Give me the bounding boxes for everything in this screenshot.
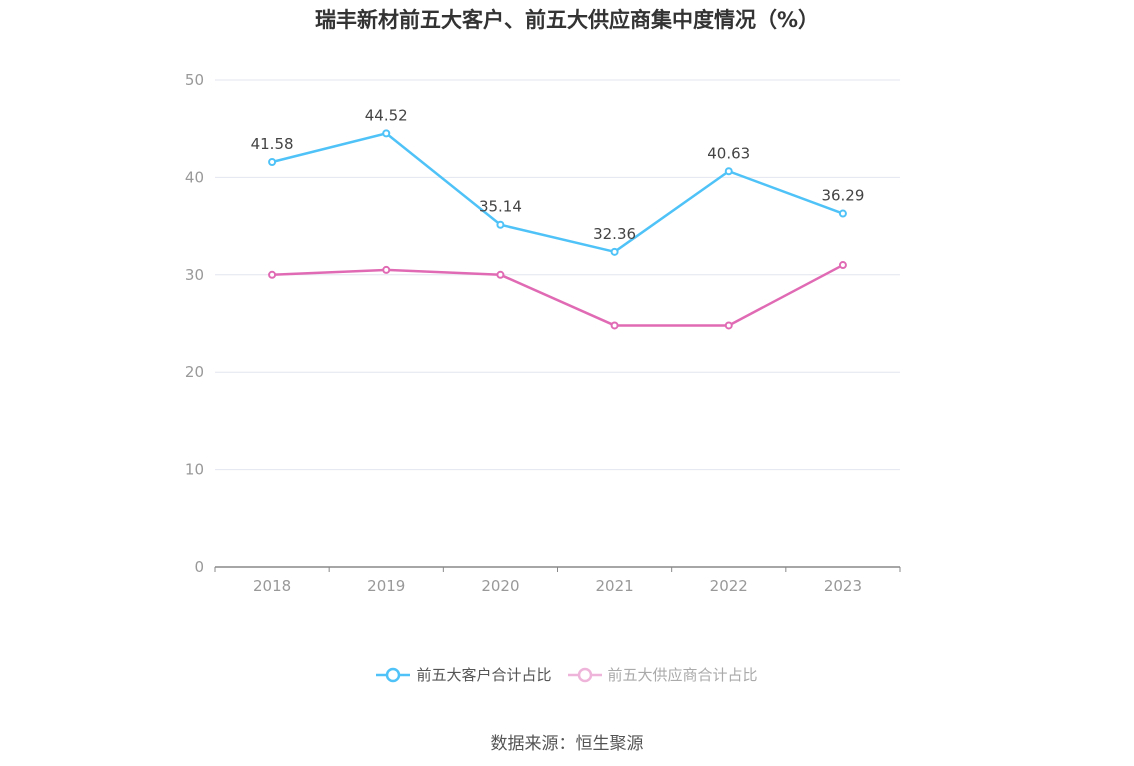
legend-item-1[interactable]: 前五大供应商合计占比: [567, 664, 758, 685]
data-point: [268, 270, 277, 279]
y-tick-label: 30: [185, 266, 204, 284]
legend-marker-icon: [376, 667, 411, 682]
y-tick-label: 0: [194, 558, 204, 576]
line-chart: 0 10 20 30 40 50 2018 2019 2020 2021 2022 2023 41.58…: [185, 71, 901, 595]
chart-title: 瑞丰新材前五大客户、前五大供应商集中度情况（%）: [314, 8, 820, 32]
data-point: [838, 261, 847, 270]
data-point: [382, 129, 391, 138]
series-line-0: [271, 132, 844, 254]
data-point: [724, 321, 733, 330]
legend-item-0[interactable]: 前五大客户合计占比: [376, 664, 552, 685]
x-tick-label: 2023: [824, 577, 862, 595]
data-point: [610, 321, 619, 330]
series-line-1: [272, 263, 844, 327]
y-tick-label: 10: [185, 461, 204, 479]
data-point: [496, 270, 505, 279]
x-tick-label: 2019: [367, 577, 405, 595]
data-point: [268, 158, 277, 167]
x-tick-label: 2020: [481, 577, 519, 595]
data-point: [610, 247, 619, 256]
y-tick-label: 50: [185, 71, 204, 89]
y-tick-label: 40: [185, 168, 204, 186]
data-point: [382, 265, 391, 274]
legend-label: 前五大供应商合计占比: [607, 666, 758, 684]
data-point: [838, 209, 847, 218]
legend-marker-icon: [567, 667, 602, 682]
legend: 前五大客户合计占比 前五大供应商合计占比: [0, 664, 1134, 685]
x-tick-label: 2022: [710, 577, 748, 595]
y-tick-label: 20: [185, 363, 204, 381]
data-label: 40.63: [707, 144, 750, 162]
data-label: 41.58: [251, 135, 294, 153]
data-label: 36.29: [821, 187, 864, 205]
data-label: 32.36: [593, 225, 636, 243]
data-point: [496, 220, 505, 229]
data-point: [724, 167, 733, 176]
x-tick-label: 2018: [253, 577, 291, 595]
data-label: 44.52: [365, 106, 408, 124]
data-label: 35.14: [479, 198, 522, 216]
x-tick-label: 2021: [595, 577, 633, 595]
legend-label: 前五大客户合计占比: [416, 666, 552, 684]
source-note: 数据来源：恒生聚源: [490, 734, 644, 754]
